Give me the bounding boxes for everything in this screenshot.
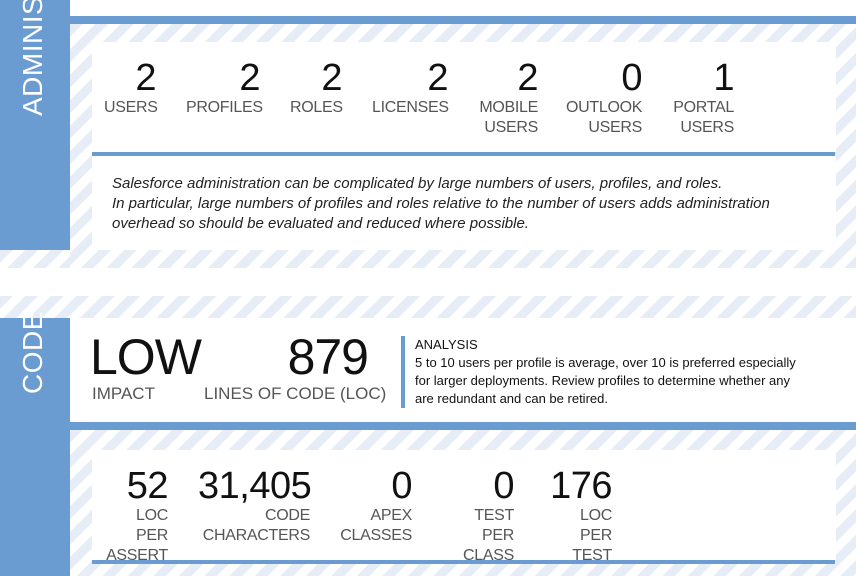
administration-tab: ADMINISTRATION xyxy=(0,0,70,250)
code-summary-card xyxy=(70,318,856,422)
admin-note: Salesforce administration can be complic… xyxy=(112,174,832,234)
admin-note-line: overhead so should be evaluated and redu… xyxy=(112,215,529,232)
stat-value: 2 xyxy=(321,57,342,99)
stat-label-line1: CODE xyxy=(264,507,310,524)
stat-label-line1: PORTAL xyxy=(673,99,734,116)
stat-label-line1: TEST PER xyxy=(474,507,514,544)
analysis-line: are redundant and can be retired. xyxy=(415,391,608,406)
stat-value: 52 xyxy=(126,465,169,507)
loc-label: LINES OF CODE (LOC) xyxy=(204,384,387,403)
stat-apex-classes: 0 APEX CLASSES xyxy=(340,466,412,546)
stat-value: 0 xyxy=(493,465,514,507)
stat-users: 2 USERS xyxy=(104,57,158,118)
stat-label-line2: USERS xyxy=(680,119,734,136)
stat-mobile-users: 2 MOBILE USERS xyxy=(478,58,538,138)
stat-roles: 2 ROLES xyxy=(290,57,343,118)
stat-value: 2 xyxy=(239,57,260,99)
stat-value: 2 xyxy=(517,57,538,99)
analysis-block: ANALYSIS 5 to 10 users per profile is av… xyxy=(401,336,845,408)
stat-loc-per-test: 176 LOC PER TEST xyxy=(544,466,612,566)
stat-value: 2 xyxy=(427,57,448,99)
stat-value: 31,405 xyxy=(198,465,312,507)
stat-label-line1: LOC PER xyxy=(136,507,168,544)
stat-label-line2: CLASSES xyxy=(340,527,412,544)
stat-value: 0 xyxy=(391,465,412,507)
stat-label-line2: ASSERT xyxy=(106,547,168,564)
stat-label-line1: MOBILE xyxy=(479,99,538,116)
stat-licenses: 2 LICENSES xyxy=(372,57,449,118)
analysis-line: 5 to 10 users per profile is average, ov… xyxy=(415,355,796,370)
impact-label: IMPACT xyxy=(92,384,155,403)
stat-portal-users: 1 PORTAL USERS xyxy=(672,58,734,138)
stat-code-characters: 31,405 CODE CHARACTERS xyxy=(198,465,312,546)
stat-label: ROLES xyxy=(290,99,343,116)
code-tab: CODE xyxy=(0,311,70,576)
stat-label-line1: LOC PER xyxy=(580,507,612,544)
stat-profiles: 2 PROFILES xyxy=(186,57,263,118)
admin-stats-card xyxy=(92,42,836,152)
admin-note-line: Salesforce administration can be complic… xyxy=(112,175,723,192)
stat-test-per-class: 0 TEST PER CLASS xyxy=(442,466,514,566)
impact-value: LOW xyxy=(90,329,202,385)
code-stats-rule xyxy=(92,560,835,564)
analysis-line: for larger deployments. Review profiles … xyxy=(415,373,791,388)
administration-tab-label: ADMINISTRATION xyxy=(17,0,49,116)
stat-label-line2: CLASS xyxy=(463,547,514,564)
loc-value: 879 xyxy=(287,329,369,385)
stat-label-line2: USERS xyxy=(484,119,538,136)
stat-loc-per-assert: 52 LOC PER ASSERT xyxy=(104,466,168,566)
stat-label: LICENSES xyxy=(372,99,449,116)
code-tab-label: CODE xyxy=(17,311,48,394)
admin-stats-rule xyxy=(92,152,835,156)
stat-label-line2: USERS xyxy=(588,119,642,136)
stat-label-line2: TEST xyxy=(572,547,612,564)
stat-label: USERS xyxy=(104,99,158,116)
impact-block: LOW IMPACT xyxy=(90,329,202,404)
stat-outlook-users: 0 OUTLOOK USERS xyxy=(566,57,643,138)
admin-note-card xyxy=(92,156,836,250)
stat-label-line1: OUTLOOK xyxy=(566,99,643,116)
stat-label-line2: CHARACTERS xyxy=(202,527,311,544)
stat-label: PROFILES xyxy=(186,99,263,116)
top-divider xyxy=(70,16,856,24)
stat-label-line1: APEX xyxy=(370,507,413,524)
admin-striped-foot xyxy=(0,250,70,268)
stat-value: 2 xyxy=(135,57,156,99)
stat-value: 1 xyxy=(713,57,734,99)
code-divider xyxy=(70,422,856,430)
stat-value: 176 xyxy=(550,465,612,507)
code-top-stripes xyxy=(0,296,856,318)
admin-note-line: In particular, large numbers of profiles… xyxy=(112,195,770,212)
loc-block: 879 LINES OF CODE (LOC) xyxy=(204,329,387,404)
analysis-title: ANALYSIS xyxy=(415,337,478,352)
code-stats-card xyxy=(92,450,836,560)
stat-value: 0 xyxy=(621,57,642,99)
